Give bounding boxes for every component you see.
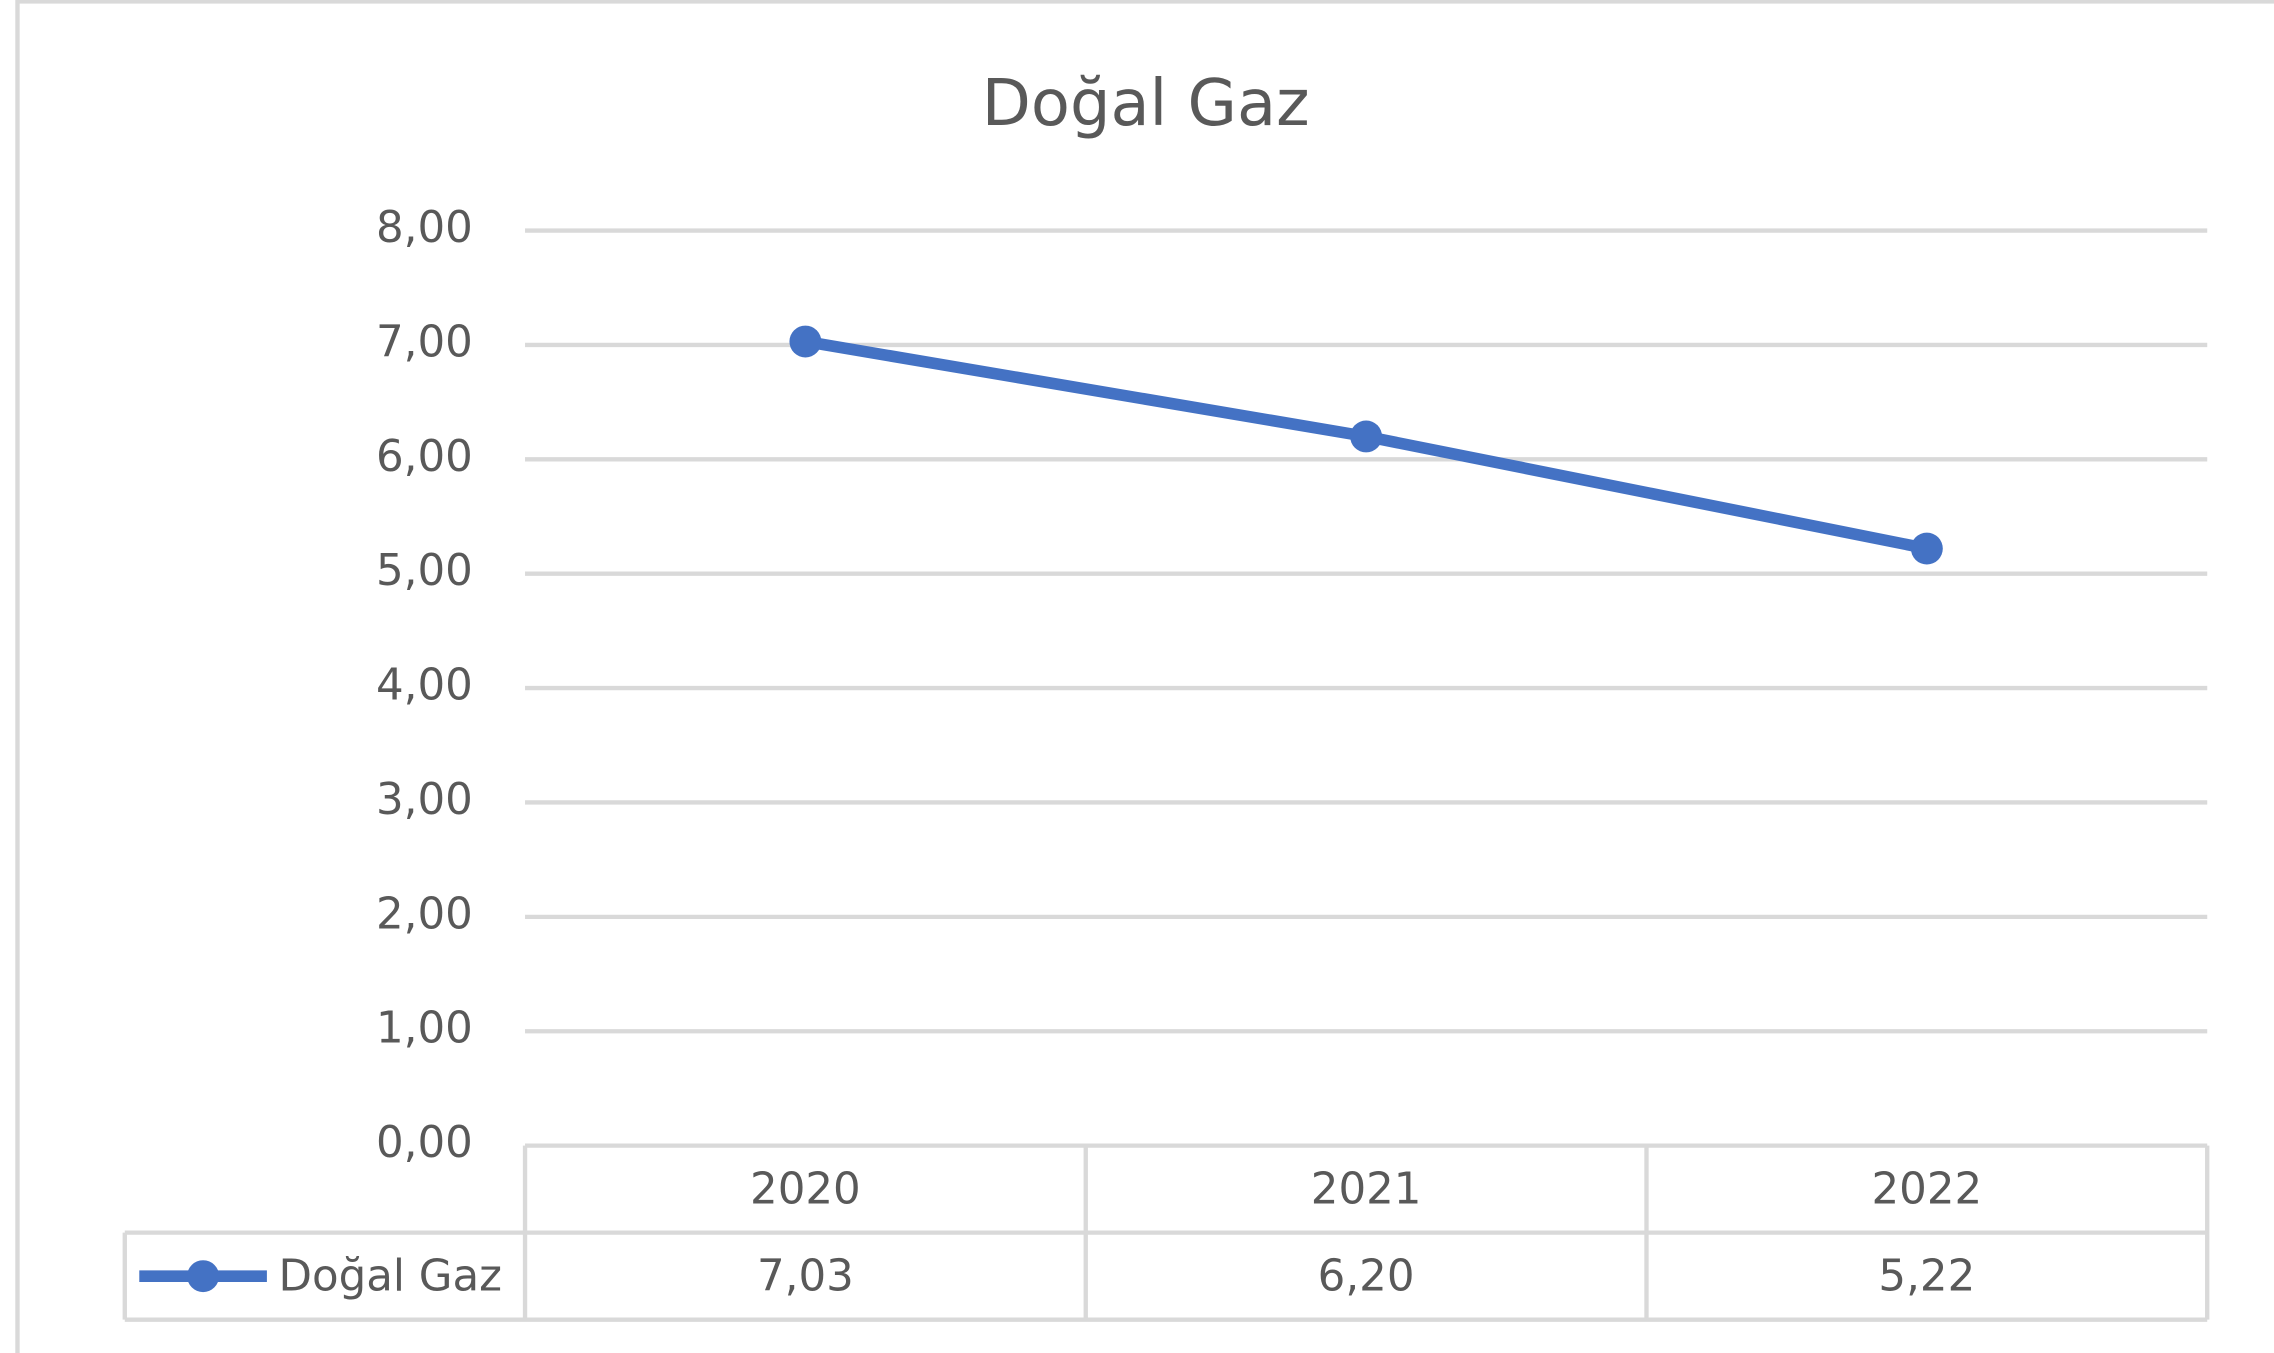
y-tick-label: 8,00 (376, 203, 473, 253)
x-tick-label: 2021 (1311, 1165, 1422, 1215)
y-tick-label: 7,00 (376, 317, 473, 367)
y-tick-label: 5,00 (376, 546, 473, 596)
marker (1910, 532, 1943, 565)
x-tick-label: 2020 (750, 1165, 861, 1215)
chart-title: Doğal Gaz (982, 67, 1310, 141)
x-tick-label: 2022 (1871, 1165, 1982, 1215)
y-tick-label: 3,00 (376, 775, 473, 825)
legend-label: Doğal Gaz (279, 1252, 503, 1302)
table-value: 7,03 (757, 1252, 854, 1302)
chart-border (15, 0, 2274, 1353)
y-tick-label: 4,00 (376, 661, 473, 711)
y-tick-label: 0,00 (376, 1118, 473, 1168)
y-tick-label: 1,00 (376, 1004, 473, 1054)
y-tick-label: 2,00 (376, 889, 473, 939)
table-value: 6,20 (1318, 1252, 1415, 1302)
legend-key-marker (187, 1260, 220, 1293)
table-value: 5,22 (1878, 1252, 1975, 1302)
y-tick-label: 6,00 (376, 432, 473, 482)
marker (789, 325, 822, 358)
marker (1350, 420, 1383, 453)
